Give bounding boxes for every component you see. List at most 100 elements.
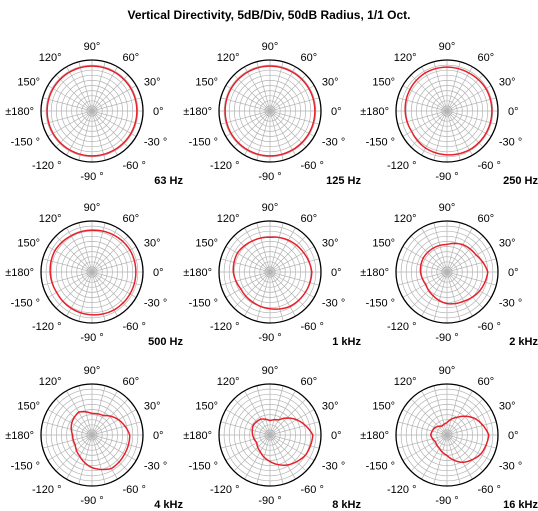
angle-tick-label: -30 ° <box>322 137 345 149</box>
angle-tick-label: -120 ° <box>387 321 416 333</box>
grid-spoke <box>91 246 137 273</box>
angle-tick-label: -150 ° <box>366 298 395 310</box>
angle-tick-label: -60 ° <box>123 160 146 172</box>
angle-tick-label: -60 ° <box>301 321 324 333</box>
angle-tick-label: 0° <box>508 106 519 118</box>
grid-spoke <box>42 271 93 286</box>
grid-spoke <box>256 434 271 485</box>
grid-spoke <box>91 85 137 112</box>
grid-spoke <box>433 61 448 112</box>
angle-tick-label: ±180° <box>183 430 212 442</box>
grid-spoke <box>47 434 93 461</box>
polar-panel: 90° 60° 30° 0° -30 ° -60 ° -90 ° -120 ° -150 ° ±1… <box>360 365 538 511</box>
grid-spoke <box>402 271 448 298</box>
grid-spoke <box>91 258 142 273</box>
angle-tick-label: 30° <box>499 238 516 250</box>
grid-spoke <box>91 110 106 161</box>
angle-tick-label: -60 ° <box>478 160 501 172</box>
grid-spoke <box>47 110 93 137</box>
angle-tick-label: 60° <box>123 213 140 225</box>
angle-tick-label: -30 ° <box>499 461 522 473</box>
angle-tick-label: 150° <box>372 77 395 89</box>
grid-spoke <box>397 258 448 273</box>
angle-tick-label: 90° <box>262 365 279 377</box>
angle-tick-label: -30 ° <box>322 298 345 310</box>
grid-spoke <box>244 66 271 112</box>
grid-spoke <box>446 110 497 125</box>
grid-spoke <box>269 222 284 273</box>
angle-tick-label: 60° <box>478 213 495 225</box>
polar-border <box>395 59 499 163</box>
grid-spoke <box>244 271 271 317</box>
grid-spoke <box>91 390 118 436</box>
angle-tick-label: -90 ° <box>80 171 103 183</box>
grid-spoke <box>91 434 129 472</box>
polar-panel: 90° 60° 30° 0° -30 ° -60 ° -90 ° -120 ° -150 ° ±1… <box>5 365 183 511</box>
angle-tick-label: -90 ° <box>258 495 281 507</box>
polar-border <box>40 59 144 163</box>
angle-tick-label: -90 ° <box>80 495 103 507</box>
grid-spoke <box>55 74 93 112</box>
grid-spoke <box>269 434 307 472</box>
polar-panel: 90° 60° 30° 0° -30 ° -60 ° -90 ° -120 ° -150 ° ±1… <box>183 41 361 187</box>
grid-spoke <box>233 74 271 112</box>
grid-spoke <box>410 235 448 273</box>
grid-spoke <box>402 246 448 273</box>
angle-tick-label: 150° <box>372 401 395 413</box>
grid-spoke <box>78 385 93 436</box>
frequency-label: 16 kHz <box>503 499 538 511</box>
angle-tick-label: -120 ° <box>210 160 239 172</box>
grid-spoke <box>256 61 271 112</box>
angle-tick-label: -120 ° <box>387 484 416 496</box>
angle-tick-label: -150 ° <box>189 137 218 149</box>
grid-spoke <box>66 66 93 112</box>
frequency-label: 8 kHz <box>332 499 361 511</box>
angle-tick-label: 60° <box>301 52 318 64</box>
angle-tick-label: 0° <box>331 267 342 279</box>
grid-spoke <box>233 398 271 436</box>
angle-tick-label: -150 ° <box>366 461 395 473</box>
grid-spoke <box>446 271 492 298</box>
grid-spoke <box>446 61 461 112</box>
angle-tick-label: 0° <box>508 267 519 279</box>
grid-spoke <box>446 271 484 309</box>
grid-spoke <box>269 258 320 273</box>
grid-spoke <box>433 434 448 485</box>
polar-panel: 90° 60° 30° 0° -30 ° -60 ° -90 ° -120 ° -150 ° ±1… <box>183 202 361 348</box>
directivity-curve <box>49 229 137 316</box>
angle-tick-label: 120° <box>217 52 240 64</box>
grid-spoke <box>256 385 271 436</box>
grid-spoke <box>269 227 296 273</box>
angle-tick-label: 30° <box>144 238 161 250</box>
grid-spoke <box>421 227 448 273</box>
grid-spoke <box>446 434 492 461</box>
grid-spoke <box>269 85 315 112</box>
grid-spoke <box>91 434 106 485</box>
grid-spoke <box>269 74 307 112</box>
angle-tick-label: 120° <box>217 376 240 388</box>
grid-spoke <box>91 421 142 436</box>
angle-tick-label: 150° <box>17 238 40 250</box>
grid-spoke <box>91 74 129 112</box>
grid-spoke <box>446 434 473 480</box>
grid-spoke <box>402 409 448 436</box>
grid-spoke <box>269 110 315 137</box>
angle-tick-label: -150 ° <box>366 137 395 149</box>
polar-border <box>218 59 322 163</box>
angle-tick-label: -60 ° <box>478 484 501 496</box>
grid-spoke <box>446 110 484 148</box>
directivity-curve <box>404 66 493 156</box>
grid-spoke <box>402 110 448 137</box>
grid-spoke <box>410 434 448 472</box>
angle-tick-label: 30° <box>144 401 161 413</box>
grid-spoke <box>91 271 106 322</box>
grid-spoke <box>421 390 448 436</box>
grid-spoke <box>446 258 497 273</box>
grid-spoke <box>397 434 448 449</box>
directivity-curve <box>232 236 313 310</box>
grid-spoke <box>410 398 448 436</box>
angle-tick-label: 90° <box>262 41 279 53</box>
grid-spoke <box>433 222 448 273</box>
grid-spoke <box>446 235 484 273</box>
